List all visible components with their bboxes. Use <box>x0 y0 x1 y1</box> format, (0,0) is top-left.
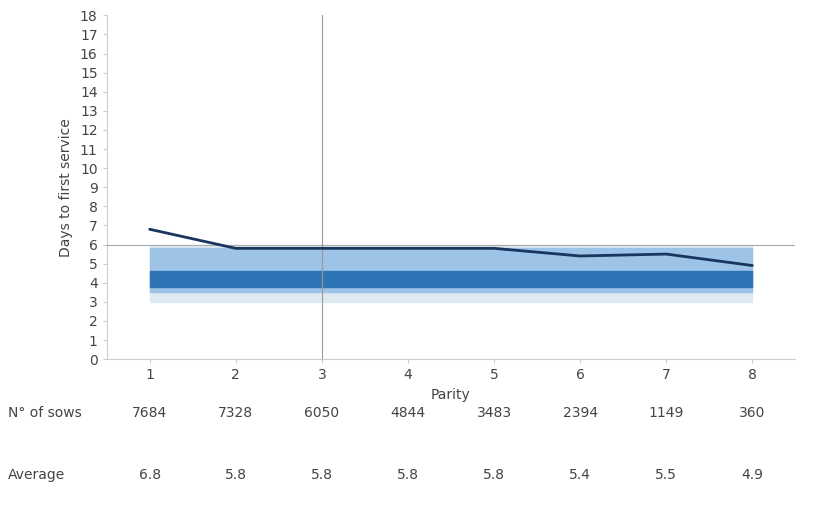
Text: 5.8: 5.8 <box>396 467 419 482</box>
Text: 6050: 6050 <box>304 406 339 420</box>
Text: N° of sows: N° of sows <box>8 406 82 420</box>
Text: 1149: 1149 <box>648 406 683 420</box>
Text: 7328: 7328 <box>218 406 253 420</box>
Text: 5.4: 5.4 <box>568 467 590 482</box>
Text: 6.8: 6.8 <box>138 467 161 482</box>
Text: 4.9: 4.9 <box>740 467 762 482</box>
Text: Average: Average <box>8 467 66 482</box>
Text: 4844: 4844 <box>390 406 425 420</box>
X-axis label: Parity: Parity <box>431 388 470 402</box>
Text: 360: 360 <box>738 406 765 420</box>
Text: 5.5: 5.5 <box>654 467 676 482</box>
Text: 2394: 2394 <box>562 406 597 420</box>
Text: 7684: 7684 <box>132 406 167 420</box>
Y-axis label: Days to first service: Days to first service <box>59 118 73 256</box>
Text: 5.8: 5.8 <box>310 467 333 482</box>
Text: 5.8: 5.8 <box>224 467 247 482</box>
Text: 3483: 3483 <box>476 406 511 420</box>
Text: 5.8: 5.8 <box>482 467 505 482</box>
